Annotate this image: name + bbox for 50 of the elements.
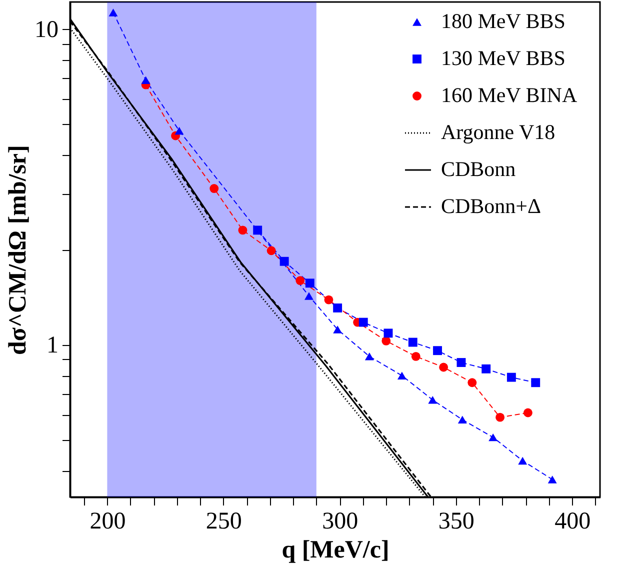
x-tick-label: 200 [90, 508, 126, 534]
point [305, 278, 314, 288]
point [548, 476, 557, 484]
x-tick-label: 400 [554, 508, 591, 534]
point [411, 352, 420, 361]
legend-label: 130 MeV BBS [441, 46, 566, 70]
y-tick-label: 1 [46, 332, 58, 358]
point [439, 362, 448, 372]
point [433, 346, 442, 356]
point [210, 184, 219, 193]
point [496, 412, 505, 422]
point [482, 364, 491, 374]
point [428, 396, 438, 404]
legend-label: Argonne V18 [441, 120, 556, 144]
point [531, 378, 540, 388]
y-tick-label: 10 [34, 16, 58, 43]
point [333, 303, 342, 312]
point [333, 326, 342, 334]
point [358, 318, 368, 327]
point [253, 226, 262, 235]
x-axis-title: q [MeV/c] [282, 536, 390, 564]
point [266, 246, 276, 256]
point [296, 276, 305, 286]
legend-label: 180 MeV BBS [441, 9, 566, 33]
point [468, 378, 477, 388]
x-tick-label: 300 [322, 508, 358, 534]
point [324, 295, 334, 304]
point [523, 408, 532, 418]
legend-label: 160 MeV BINA [441, 83, 578, 107]
point [280, 256, 289, 266]
point [108, 8, 118, 16]
point [304, 292, 314, 300]
point [384, 328, 393, 338]
point [506, 372, 516, 382]
legend-label: CDBonn [441, 157, 516, 181]
point [174, 126, 184, 135]
point [456, 358, 466, 367]
point [518, 456, 528, 465]
point [458, 416, 467, 424]
y-axis-title: dσ^CM/dΩ [mb/sr] [4, 145, 32, 355]
point [141, 76, 150, 84]
point [364, 352, 374, 360]
point [382, 336, 391, 346]
point [238, 226, 248, 235]
point [488, 433, 498, 442]
point [408, 338, 418, 347]
x-tick-label: 350 [438, 508, 474, 534]
x-tick-label: 250 [206, 508, 242, 534]
legend-label: CDBonn+Δ [441, 194, 542, 218]
point [397, 372, 406, 380]
